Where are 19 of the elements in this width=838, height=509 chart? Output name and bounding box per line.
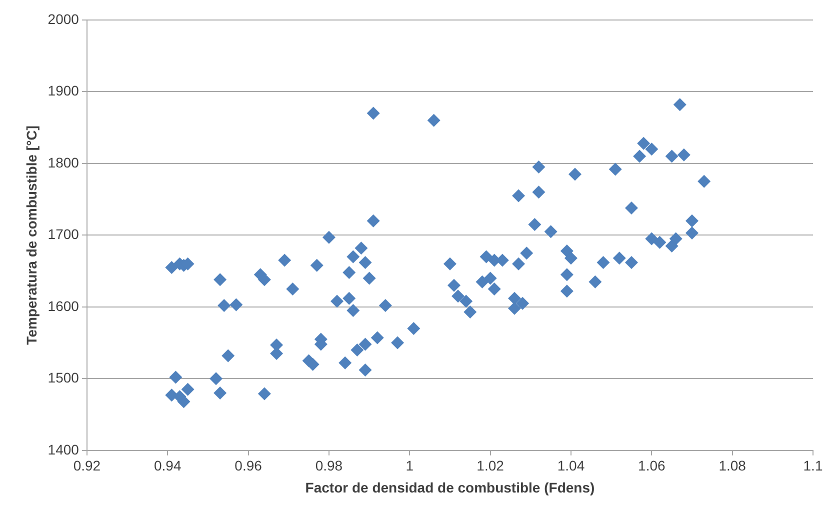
y-tick-label: 1900 — [48, 82, 80, 99]
y-tick-label: 2000 — [48, 10, 80, 27]
x-tick-label: 1.08 — [718, 458, 746, 474]
x-tick-label: 0.94 — [154, 458, 182, 474]
y-tick-label: 1700 — [48, 226, 80, 242]
x-axis-title: Factor de densidad de combustible (Fdens) — [305, 479, 595, 496]
y-tick-label: 1500 — [48, 370, 80, 386]
x-tick-label: 1 — [406, 458, 414, 474]
y-tick-label: 1600 — [48, 298, 80, 314]
x-tick-label: 0.92 — [73, 458, 101, 474]
x-tick-label: 1.04 — [557, 458, 585, 474]
x-tick-label: 0.96 — [234, 458, 262, 474]
y-tick-label: 1800 — [48, 154, 80, 170]
x-tick-label: 1.02 — [476, 458, 504, 474]
x-tick-label: 1.06 — [638, 458, 666, 474]
x-tick-label: 0.98 — [315, 458, 343, 474]
y-axis-title: Temperatura de combustible [°C] — [23, 126, 40, 345]
y-tick-label: 1400 — [48, 441, 80, 458]
x-tick-label: 1.1 — [803, 458, 823, 474]
